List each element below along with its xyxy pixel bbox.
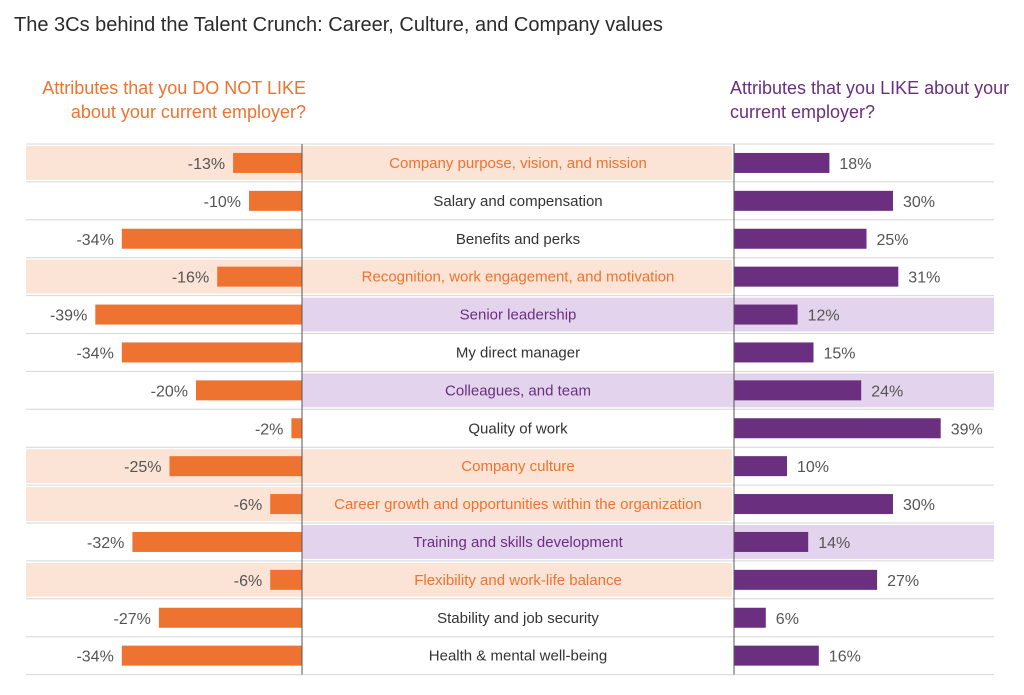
dislike-bar bbox=[291, 418, 302, 439]
dislike-value-label: -34% bbox=[76, 232, 113, 249]
like-bar bbox=[734, 342, 814, 363]
category-label: Benefits and perks bbox=[456, 231, 580, 248]
like-value-label: 16% bbox=[829, 649, 861, 666]
like-value-label: 14% bbox=[818, 535, 850, 552]
company-highlight-band bbox=[26, 449, 732, 484]
company-highlight-band bbox=[26, 562, 732, 597]
dislike-value-label: -6% bbox=[234, 573, 262, 590]
like-value-label: 39% bbox=[951, 421, 983, 438]
dislike-bar bbox=[169, 456, 302, 477]
category-label: Colleagues, and team bbox=[445, 382, 591, 399]
like-value-label: 10% bbox=[797, 459, 829, 476]
like-value-label: 24% bbox=[871, 383, 903, 400]
category-label: Flexibility and work-life balance bbox=[414, 572, 622, 589]
like-bar bbox=[734, 456, 787, 477]
category-label: Health & mental well-being bbox=[429, 648, 607, 665]
like-value-label: 18% bbox=[839, 156, 871, 173]
dislike-value-label: -25% bbox=[124, 459, 161, 476]
like-value-label: 31% bbox=[908, 270, 940, 287]
dislike-value-label: -2% bbox=[255, 421, 283, 438]
culture-highlight-band bbox=[302, 297, 994, 332]
category-label: Career growth and opportunities within t… bbox=[334, 496, 702, 513]
like-heading: Attributes that you LIKE about your curr… bbox=[730, 78, 1010, 122]
dislike-value-label: -20% bbox=[151, 383, 188, 400]
dislike-bar bbox=[249, 190, 302, 211]
dislike-bar bbox=[158, 607, 302, 628]
like-value-label: 12% bbox=[808, 308, 840, 325]
dislike-bar bbox=[270, 494, 302, 515]
like-bar bbox=[734, 152, 830, 173]
like-bar bbox=[734, 607, 766, 628]
dislike-value-label: -39% bbox=[50, 308, 87, 325]
chart-title: The 3Cs behind the Talent Crunch: Career… bbox=[14, 14, 663, 36]
dislike-bar bbox=[217, 266, 302, 287]
like-bar bbox=[734, 228, 867, 249]
dislike-value-label: -16% bbox=[172, 270, 209, 287]
like-value-label: 6% bbox=[776, 611, 799, 628]
like-bar bbox=[734, 418, 941, 439]
company-highlight-band bbox=[26, 487, 732, 521]
like-bar bbox=[734, 494, 893, 515]
dislike-value-label: -6% bbox=[234, 497, 262, 514]
dislike-value-label: -13% bbox=[188, 156, 225, 173]
like-value-label: 30% bbox=[903, 194, 935, 211]
dislike-bar bbox=[233, 152, 302, 173]
culture-highlight-band bbox=[302, 373, 994, 408]
dislike-bar bbox=[270, 569, 302, 590]
dislike-heading: Attributes that you DO NOT LIKE about yo… bbox=[42, 78, 306, 122]
dislike-value-label: -32% bbox=[87, 535, 124, 552]
dislike-value-label: -10% bbox=[204, 194, 241, 211]
like-bar bbox=[734, 531, 809, 552]
dislike-value-label: -27% bbox=[114, 611, 151, 628]
like-value-label: 27% bbox=[887, 573, 919, 590]
dislike-bar bbox=[121, 228, 302, 249]
category-label: Quality of work bbox=[468, 420, 568, 437]
category-label: Company culture bbox=[461, 458, 574, 475]
like-bar bbox=[734, 569, 878, 590]
company-highlight-band bbox=[26, 259, 732, 294]
like-bar bbox=[734, 190, 893, 211]
like-value-label: 30% bbox=[903, 497, 935, 514]
category-label: Recognition, work engagement, and motiva… bbox=[362, 269, 675, 286]
dislike-value-label: -34% bbox=[76, 649, 113, 666]
dislike-bar bbox=[196, 380, 302, 401]
culture-highlight-band bbox=[302, 525, 994, 559]
category-label: Senior leadership bbox=[460, 307, 577, 324]
category-label: Stability and job security bbox=[437, 610, 599, 627]
dislike-bar bbox=[95, 304, 302, 325]
dislike-bar bbox=[132, 531, 302, 552]
like-value-label: 25% bbox=[877, 232, 909, 249]
dislike-bar bbox=[121, 342, 302, 363]
category-label: My direct manager bbox=[456, 344, 580, 361]
dislike-value-label: -34% bbox=[76, 345, 113, 362]
like-bar bbox=[734, 266, 899, 287]
like-value-label: 15% bbox=[824, 345, 856, 362]
like-bar bbox=[734, 380, 862, 401]
category-label: Salary and compensation bbox=[433, 193, 602, 210]
like-bar bbox=[734, 645, 819, 666]
dislike-bar bbox=[121, 645, 302, 666]
category-label: Training and skills development bbox=[413, 534, 623, 551]
category-label: Company purpose, vision, and mission bbox=[389, 155, 647, 172]
company-highlight-band bbox=[26, 146, 732, 180]
like-bar bbox=[734, 304, 798, 325]
